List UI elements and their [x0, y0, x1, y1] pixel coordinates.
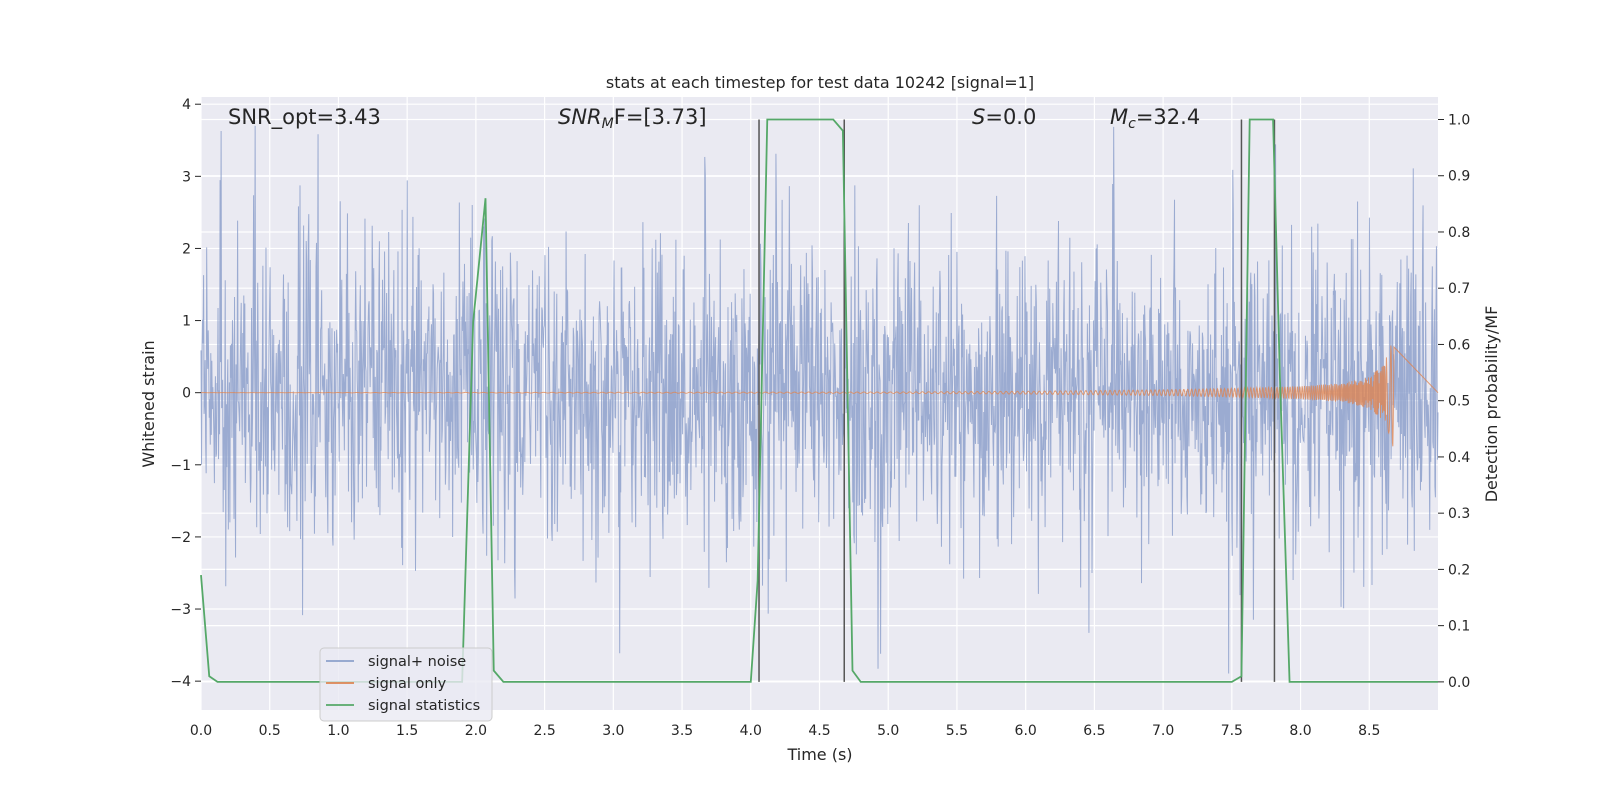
- annotation-snr-opt: SNR_opt=3.43: [228, 105, 381, 130]
- left-y-tick-label: 3: [182, 169, 191, 185]
- left-y-tick-label: 4: [182, 97, 191, 113]
- snr-mf-subscript: M: [602, 116, 614, 132]
- right-y-tick-labels: 0.0 0.1 0.2 0.3 0.4 0.5 0.6 0.7 0.8 0.9 1.0: [1438, 112, 1470, 691]
- x-tick-labels: 0.0 0.5 1.0 1.5 2.0 2.5 3.0 3.5 4.0 4.5 5.0 5.5 6.0 6…: [190, 723, 1381, 739]
- right-y-tick-label: 0.4: [1448, 450, 1470, 466]
- mc-value: =32.4: [1136, 105, 1200, 129]
- left-y-tick-label: −4: [170, 674, 191, 690]
- x-tick-label: 2.5: [533, 723, 555, 739]
- legend-label-signal-statistics: signal statistics: [368, 698, 480, 714]
- right-y-tick-label: 0.2: [1448, 562, 1470, 578]
- left-y-tick-label: 0: [182, 386, 191, 402]
- x-tick-label: 0.5: [259, 723, 281, 739]
- legend: signal+ noise signal only signal statist…: [319, 647, 493, 722]
- x-tick-label: 2.0: [465, 723, 487, 739]
- series-signal-only: [201, 345, 1439, 447]
- mc-symbol: M: [1110, 105, 1128, 129]
- right-y-axis-label: Detection probability/MF: [1482, 306, 1501, 503]
- signal-noise-trace: [200, 125, 1439, 674]
- left-y-axis-label: Whitened strain: [139, 340, 158, 467]
- x-tick-label: 4.0: [740, 723, 762, 739]
- x-tick-label: 6.0: [1015, 723, 1037, 739]
- right-y-tick-label: 0.3: [1448, 506, 1470, 522]
- left-y-tick-label: −3: [170, 602, 191, 618]
- legend-label-signal-only: signal only: [368, 676, 447, 692]
- left-y-tick-labels: −4 −3 −2 −1 0 1 2 3 4: [170, 97, 201, 690]
- mc-subscript: c: [1128, 116, 1136, 132]
- left-y-tick-label: −1: [170, 458, 191, 474]
- x-tick-label: 7.0: [1152, 723, 1174, 739]
- right-y-tick-label: 0.1: [1448, 619, 1470, 635]
- left-y-tick-label: −2: [170, 530, 191, 546]
- x-tick-label: 6.5: [1083, 723, 1105, 739]
- series-signal-statistics: [200, 118, 1438, 683]
- left-y-tick-label: 1: [182, 314, 191, 330]
- right-y-tick-label: 1.0: [1448, 112, 1470, 128]
- annotation-snr-mf: SNRMF=[3.73]: [558, 105, 707, 132]
- x-axis-label: Time (s): [786, 745, 852, 764]
- x-tick-label: 8.5: [1358, 723, 1380, 739]
- left-y-tick-label: 2: [182, 241, 191, 257]
- right-y-tick-label: 0.5: [1448, 394, 1470, 410]
- x-tick-label: 3.0: [602, 723, 624, 739]
- x-tick-label: 5.0: [877, 723, 899, 739]
- chart-title: stats at each timestep for test data 102…: [606, 73, 1034, 92]
- annotation-mc: Mc=32.4: [1110, 105, 1200, 132]
- x-tick-label: 5.5: [946, 723, 968, 739]
- x-tick-label: 1.0: [327, 723, 349, 739]
- x-tick-label: 7.5: [1221, 723, 1243, 739]
- x-tick-label: 0.0: [190, 723, 212, 739]
- series-signal-noise: [200, 125, 1439, 674]
- right-y-tick-label: 0.0: [1448, 675, 1470, 691]
- s-value: =0.0: [985, 105, 1036, 129]
- legend-label-signal-noise: signal+ noise: [368, 654, 466, 670]
- legend-box: [319, 647, 493, 722]
- right-y-tick-label: 0.6: [1448, 337, 1470, 353]
- x-tick-label: 8.0: [1289, 723, 1311, 739]
- x-tick-label: 1.5: [396, 723, 418, 739]
- x-tick-label: 4.5: [808, 723, 830, 739]
- annotation-s: S=0.0: [972, 105, 1036, 129]
- x-tick-label: 3.5: [671, 723, 693, 739]
- right-y-tick-label: 0.8: [1448, 225, 1470, 241]
- right-y-tick-label: 0.7: [1448, 281, 1470, 297]
- right-y-tick-label: 0.9: [1448, 169, 1470, 185]
- s-symbol: S: [972, 105, 985, 129]
- snr-mf-value: F=[3.73]: [614, 105, 707, 129]
- snr-mf-symbol: SNR: [558, 105, 602, 129]
